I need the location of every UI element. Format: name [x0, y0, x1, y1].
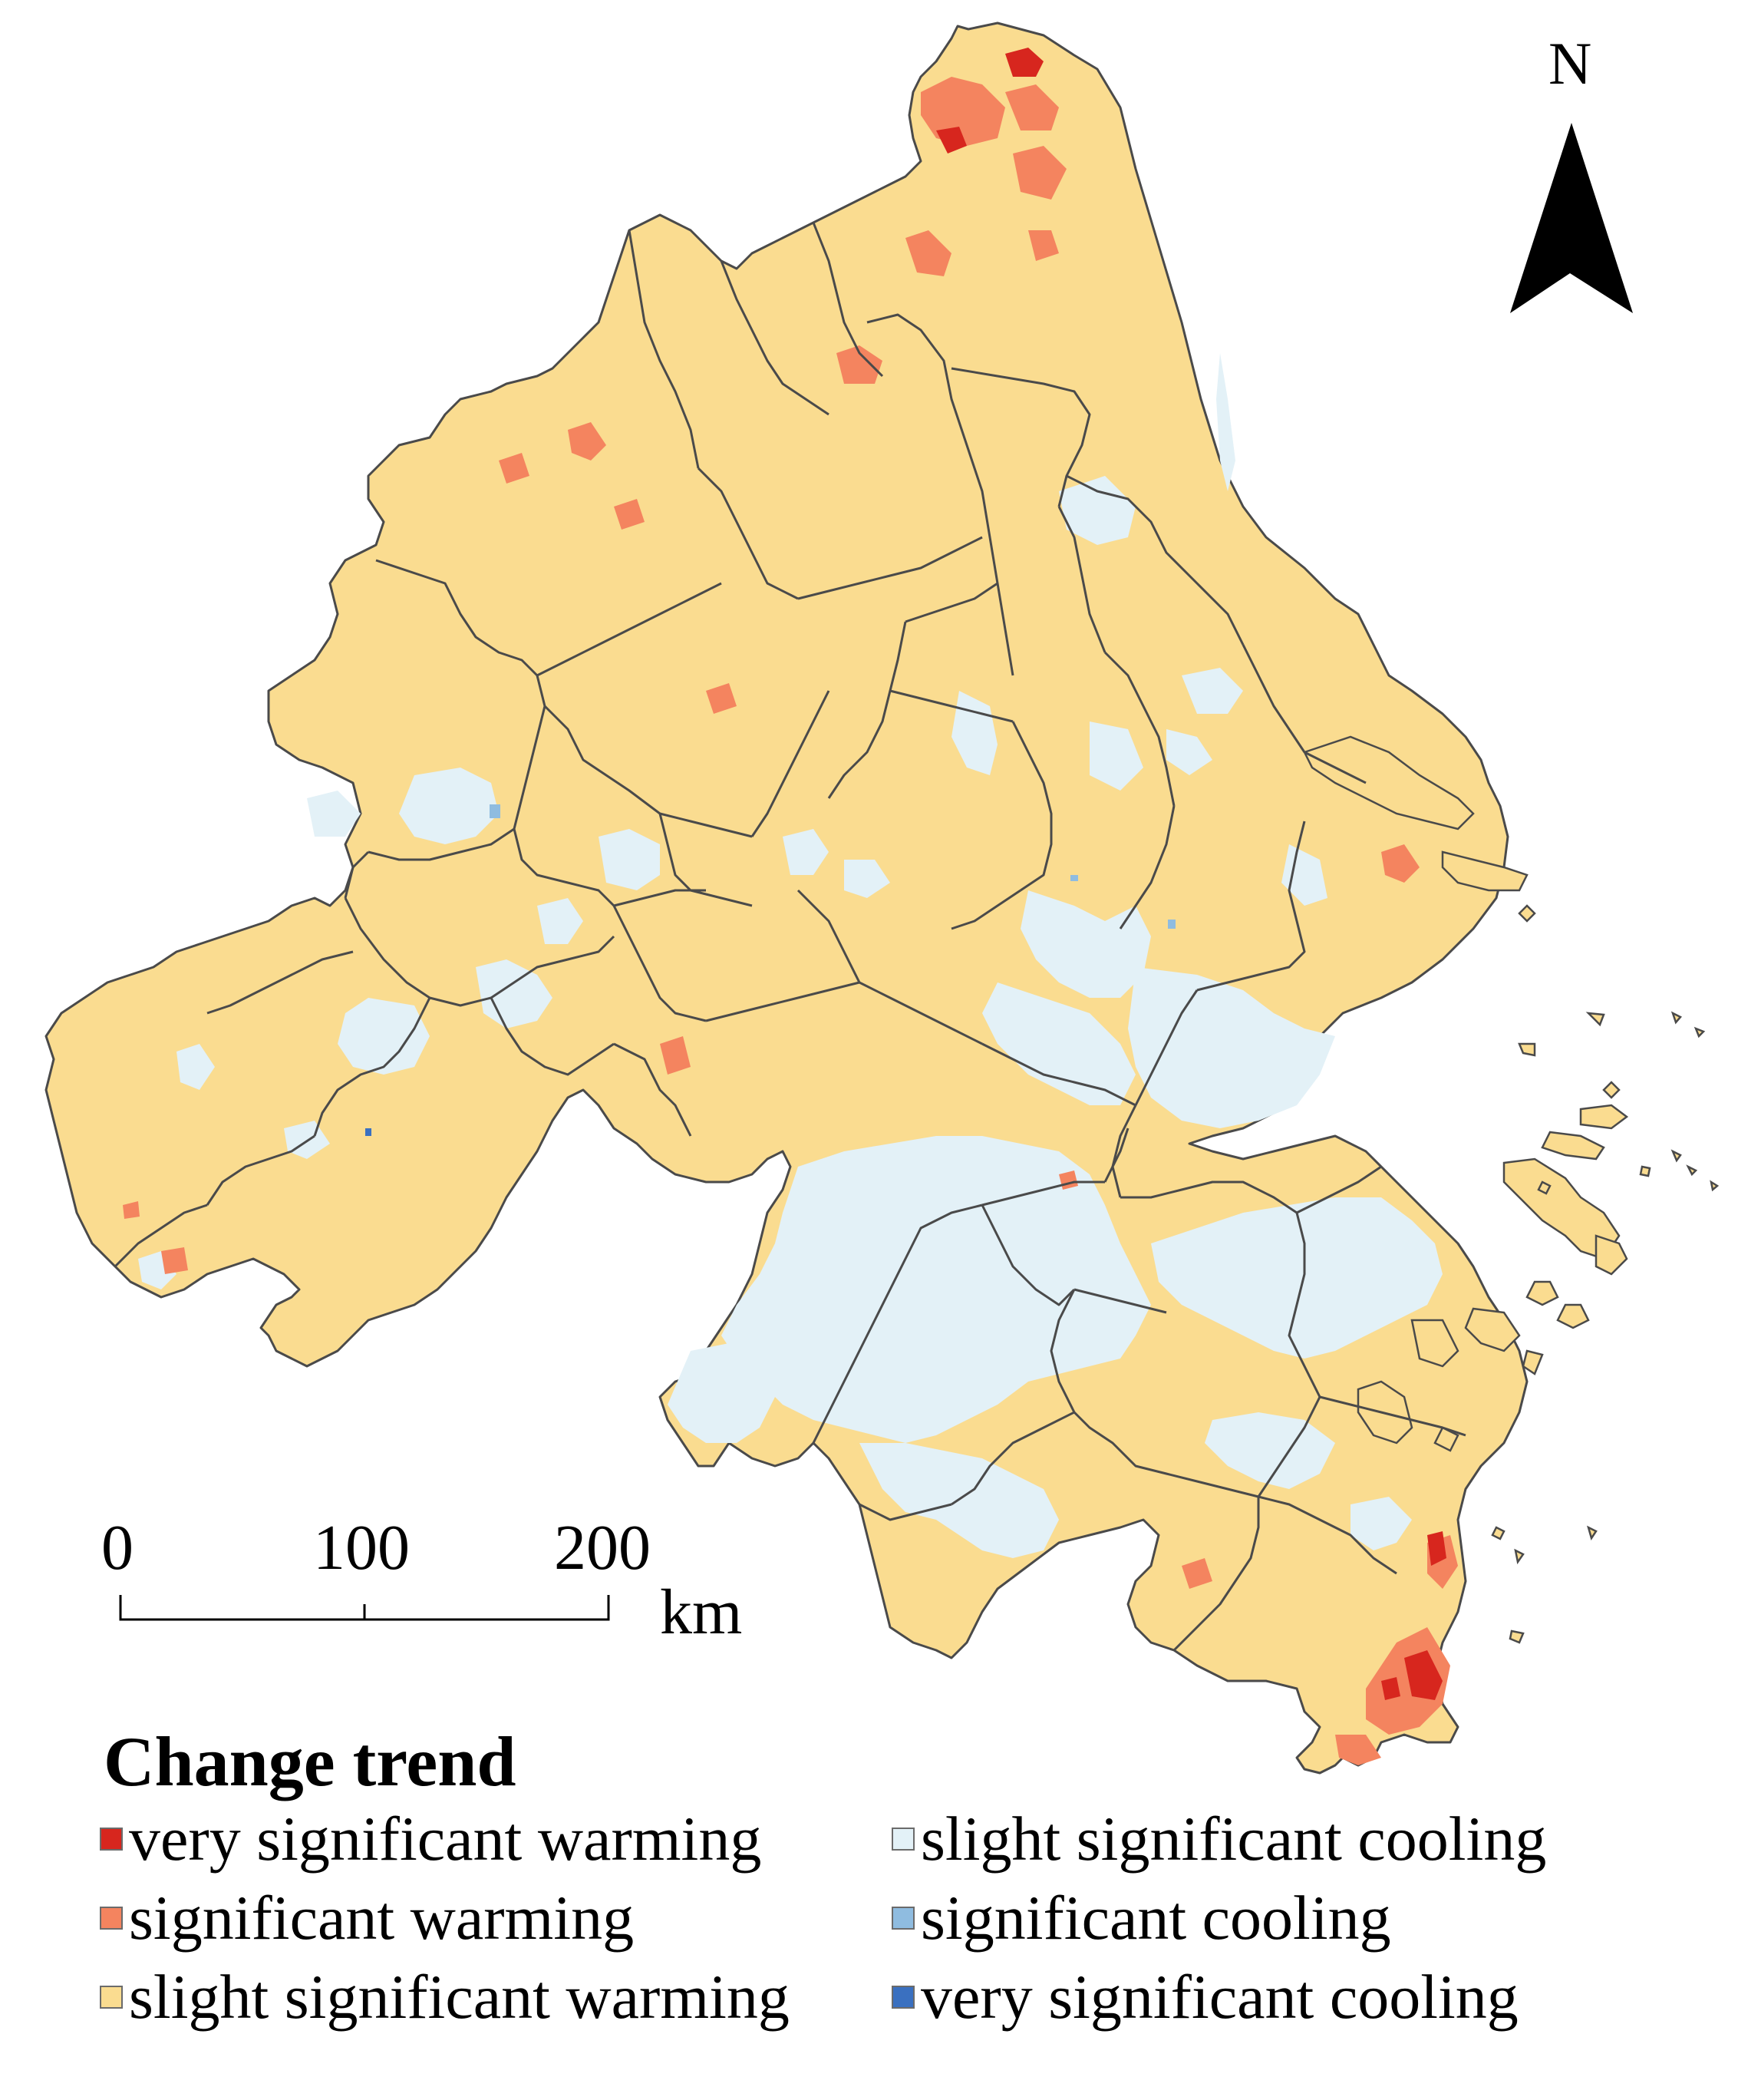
legend-swatch: [892, 1828, 915, 1851]
legend-label: slight significant cooling: [921, 1804, 1547, 1874]
legend-label: slight significant warming: [129, 1962, 790, 2032]
legend-item-significant-cooling: significant cooling: [892, 1880, 1391, 1956]
scale-tick-200: 200: [554, 1512, 651, 1583]
legend-label: significant warming: [129, 1883, 635, 1953]
scale-tick-0: 0: [101, 1512, 134, 1583]
islands: [1303, 735, 1720, 1644]
legend-item-slight-significant-cooling: slight significant cooling: [892, 1801, 1546, 1877]
legend-label: very significant cooling: [921, 1962, 1519, 2032]
very-significant-warming-patches: [936, 48, 1446, 1700]
scale-unit: km: [660, 1577, 743, 1648]
legend-swatch: [100, 1828, 123, 1851]
legend-item-very-significant-cooling: very significant cooling: [892, 1959, 1519, 2036]
legend-label: very significant warming: [129, 1804, 762, 1874]
admin-boundaries: [114, 222, 1466, 1652]
legend-swatch: [100, 1986, 123, 2009]
study-region: [45, 21, 1529, 1775]
legend-swatch: [892, 1986, 915, 2009]
legend-swatch: [892, 1907, 915, 1930]
legend-swatch: [100, 1907, 123, 1930]
scale-bar: [119, 1595, 610, 1621]
north-label: N: [1548, 30, 1592, 97]
legend-item-significant-warming: significant warming: [100, 1880, 634, 1956]
significant-warming-patches: [123, 77, 1458, 1765]
legend-label: significant cooling: [921, 1883, 1391, 1953]
legend-item-very-significant-warming: very significant warming: [100, 1801, 761, 1877]
cooling-patches: [138, 353, 1443, 1558]
north-arrow-icon: [1510, 123, 1633, 313]
significant-cooling-patches: [490, 804, 1176, 929]
very-significant-cooling-patches: [365, 1128, 371, 1136]
legend-item-slight-significant-warming: slight significant warming: [100, 1959, 790, 2036]
legend-title: Change trend: [104, 1722, 516, 1801]
scale-tick-100: 100: [313, 1512, 410, 1583]
